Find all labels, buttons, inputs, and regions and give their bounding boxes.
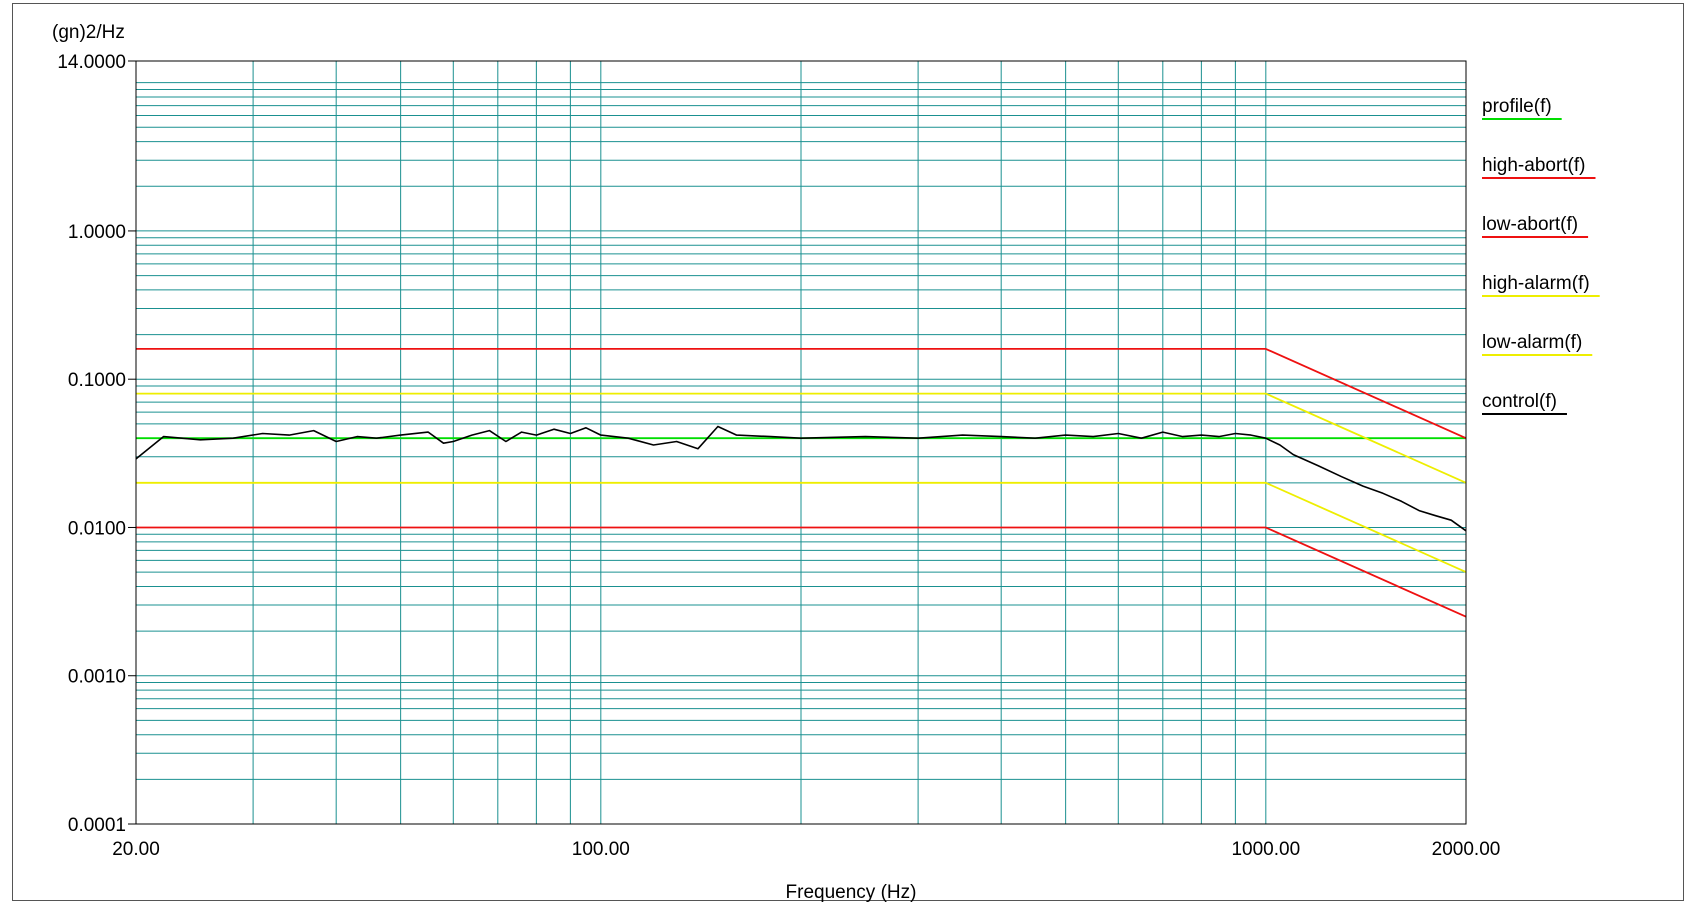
- legend-label: control(f): [1482, 391, 1557, 412]
- legend-label: profile(f): [1482, 96, 1552, 117]
- legend-label: low-abort(f): [1482, 214, 1578, 235]
- legend-label: low-alarm(f): [1482, 332, 1582, 353]
- x-axis-title: Frequency (Hz): [786, 882, 917, 903]
- x-tick-label: 1000.00: [1231, 839, 1300, 860]
- y-axis-title: (gn)2/Hz: [52, 22, 125, 43]
- legend-label: high-alarm(f): [1482, 273, 1590, 294]
- y-tick-label: 1.0000: [68, 222, 126, 243]
- series-line-control-f: [135, 425, 1467, 532]
- legend: profile(f) high-abort(f) low-abort(f) high-…: [1482, 96, 1600, 415]
- series-line-low-alarm-f: [136, 481, 1467, 573]
- series-line-high-abort-f: [136, 347, 1467, 440]
- x-tick-label: 2000.00: [1432, 839, 1501, 860]
- series-layer: [135, 347, 1467, 618]
- x-tick-label: 100.00: [572, 839, 630, 860]
- chart-frame: [12, 3, 1684, 901]
- grid: [136, 61, 1466, 824]
- y-tick-label: 0.0100: [68, 518, 126, 539]
- series-line-high-alarm-f: [136, 392, 1467, 484]
- y-tick-label: 0.0001: [68, 815, 126, 836]
- y-tick-label: 0.1000: [68, 370, 126, 391]
- y-tick-label: 0.0010: [68, 667, 126, 688]
- plot-area: [135, 60, 1467, 825]
- legend-label: high-abort(f): [1482, 155, 1586, 176]
- x-tick-label: 20.00: [112, 839, 160, 860]
- y-tick-label: 14.0000: [57, 52, 126, 73]
- tick-layer: 14.0000 1.0000 0.1000 0.0100 0.0010 0.0001 20.…: [57, 52, 1500, 860]
- series-line-low-abort-f: [136, 526, 1467, 618]
